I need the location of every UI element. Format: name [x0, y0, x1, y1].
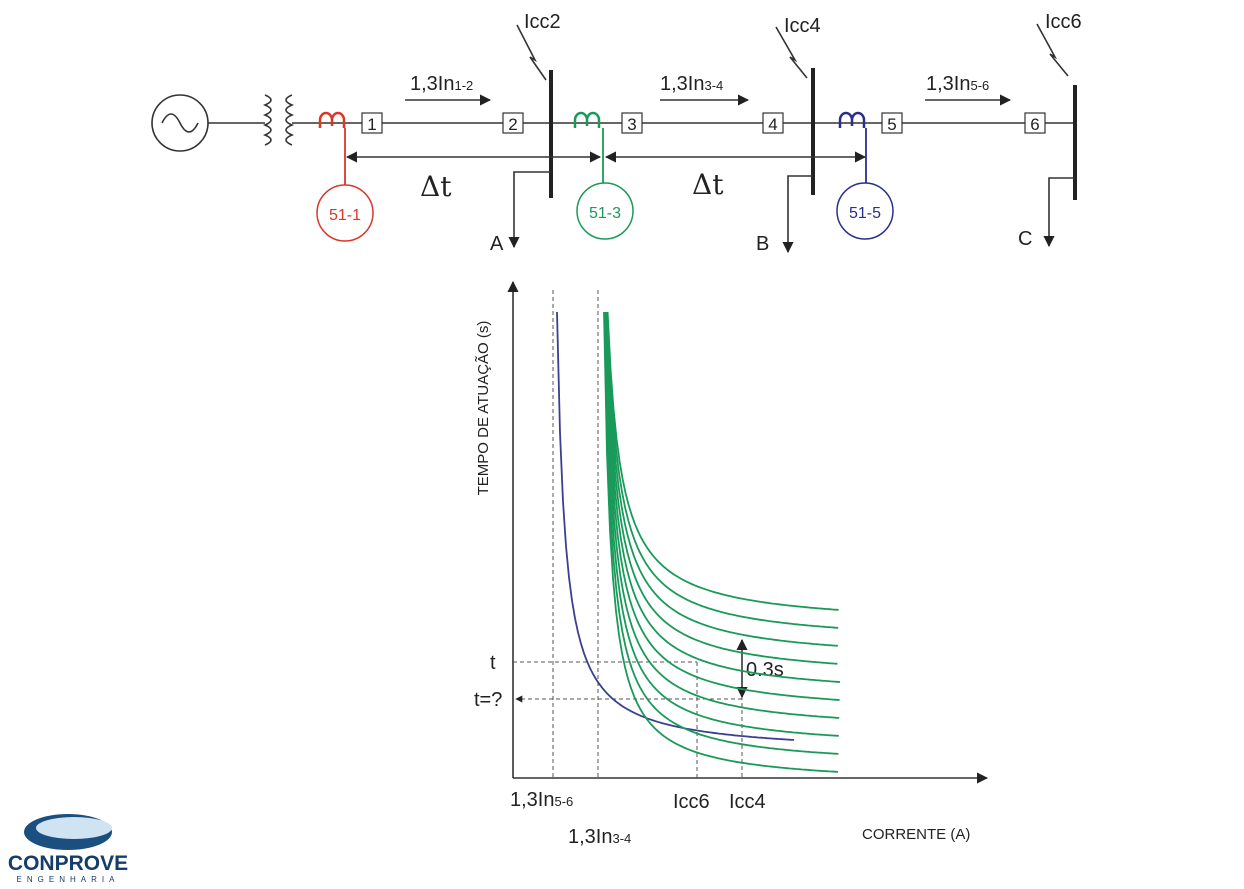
- relay-label: 51-1: [329, 207, 361, 224]
- breaker: [502, 112, 524, 134]
- delta-t: Δt: [692, 168, 724, 201]
- breakers: 1 2 3 4 5 6: [361, 112, 1046, 134]
- current-main: 1,3In: [926, 73, 970, 95]
- fault-bolt: [516, 24, 547, 81]
- breaker: [762, 112, 784, 134]
- breaker-label: 6: [1030, 115, 1039, 134]
- load-label: B: [756, 233, 769, 255]
- curve: [605, 311, 841, 683]
- tcc-graph: t t=? 0.3s 1,3In5-6 1,3In3-4 Icc6 Icc4 T…: [474, 280, 989, 848]
- breaker-label: 1: [367, 115, 376, 134]
- load-label: C: [1018, 228, 1032, 250]
- t-label: t=?: [474, 689, 502, 711]
- ct-3: [573, 111, 601, 128]
- transformer: [262, 94, 295, 146]
- fault-label: Icc6: [1045, 11, 1082, 33]
- relay-label: 51-5: [849, 205, 881, 222]
- generator-symbol: [161, 113, 199, 133]
- fault-tick: Icc6: [673, 791, 710, 813]
- logo-name: CONPROVE: [8, 852, 128, 875]
- current-sub: 5-6: [970, 78, 989, 93]
- logo: CONPROVE ENGENHARIA: [8, 814, 128, 884]
- current-main: 1,3In: [660, 73, 704, 95]
- curve: [604, 311, 840, 701]
- x-axis-label: CORRENTE (A): [862, 826, 970, 843]
- y-axis-label: TEMPO DE ATUAÇÃO (s): [475, 321, 492, 496]
- breaker: [881, 112, 903, 134]
- fault-tick: Icc4: [729, 791, 766, 813]
- current-label: 1,3In5-6: [926, 73, 989, 95]
- breaker-label: 5: [887, 115, 896, 134]
- load-arrow: [1043, 177, 1075, 248]
- delta-t: Δt: [420, 170, 452, 203]
- curve: [603, 311, 839, 773]
- breaker: [1024, 112, 1046, 134]
- curve: [605, 311, 838, 665]
- current-label: 1,3In3-4: [660, 73, 723, 95]
- pickup-label: 1,3In3-4: [568, 826, 631, 848]
- breaker-label: 2: [508, 115, 517, 134]
- relay: [576, 182, 634, 240]
- curve: [603, 311, 839, 737]
- current-label: 1,3In1-2: [410, 73, 473, 95]
- breaker: [361, 112, 383, 134]
- pickup-main: 1,3In: [568, 826, 612, 848]
- curve: [603, 311, 839, 755]
- curve: [605, 311, 838, 647]
- load-arrow: [782, 175, 813, 254]
- breaker-label: 3: [627, 115, 636, 134]
- curve: [606, 311, 839, 611]
- current-sub: 3-4: [704, 78, 723, 93]
- load-label: A: [490, 233, 504, 255]
- breaker: [621, 112, 643, 134]
- breaker-label: 4: [768, 115, 777, 134]
- fault-label: Icc4: [784, 15, 821, 37]
- pickup-sub: 3-4: [612, 831, 631, 846]
- curve: [556, 311, 795, 741]
- relay: [836, 182, 894, 240]
- pickup-main: 1,3In: [510, 789, 554, 811]
- pickup-label: 1,3In5-6: [510, 789, 573, 811]
- relay: [316, 184, 374, 242]
- curve: [606, 311, 839, 629]
- ct-1: [318, 111, 346, 128]
- ct-5: [838, 111, 866, 128]
- current-sub: 1-2: [454, 78, 473, 93]
- t-label: t: [490, 652, 496, 674]
- current-main: 1,3In: [410, 73, 454, 95]
- fault-bolt: [1036, 23, 1069, 77]
- fault-label: Icc2: [524, 11, 561, 33]
- load-arrow: [508, 171, 551, 249]
- logo-mark: [36, 817, 112, 839]
- curve: [604, 311, 840, 719]
- logo-tagline: ENGENHARIA: [17, 875, 120, 884]
- fault-bolt: [775, 26, 808, 79]
- pickup-sub: 5-6: [554, 794, 573, 809]
- interval-label: 0.3s: [746, 659, 784, 681]
- relay-label: 51-3: [589, 205, 621, 222]
